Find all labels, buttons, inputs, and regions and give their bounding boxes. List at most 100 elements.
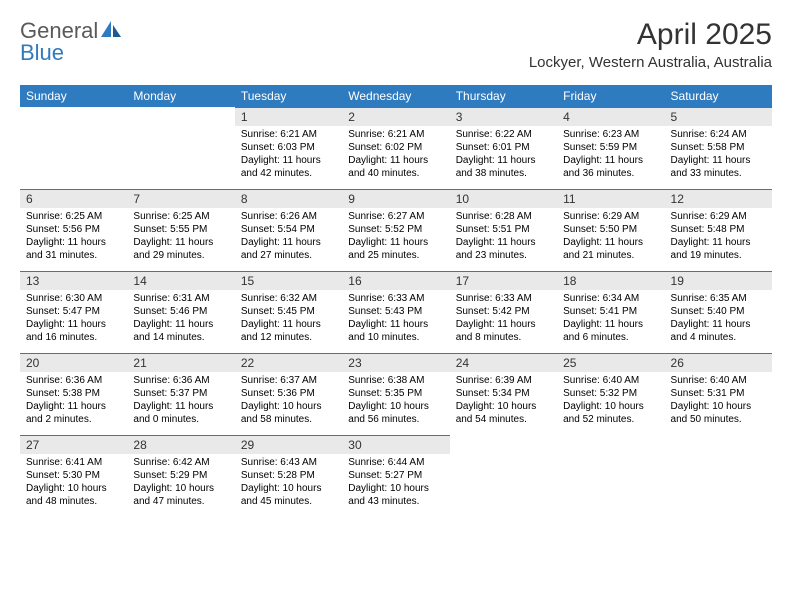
sunset-text: Sunset: 5:51 PM <box>456 223 551 236</box>
logo-text-b-wrap: Blue <box>20 40 64 66</box>
daylight-text: Daylight: 11 hours and 0 minutes. <box>133 400 228 426</box>
sunrise-text: Sunrise: 6:44 AM <box>348 456 443 469</box>
day-number: 6 <box>20 189 127 208</box>
daylight-text: Daylight: 11 hours and 4 minutes. <box>671 318 766 344</box>
day-content: Sunrise: 6:41 AMSunset: 5:30 PMDaylight:… <box>20 454 127 512</box>
logo-sail-icon <box>100 20 122 43</box>
sunset-text: Sunset: 5:45 PM <box>241 305 336 318</box>
calendar-cell: 26Sunrise: 6:40 AMSunset: 5:31 PMDayligh… <box>665 353 772 435</box>
day-header: Monday <box>127 85 234 107</box>
sunrise-text: Sunrise: 6:36 AM <box>133 374 228 387</box>
sunset-text: Sunset: 5:41 PM <box>563 305 658 318</box>
day-number: 26 <box>665 353 772 372</box>
calendar-cell <box>127 107 234 189</box>
calendar-cell: 20Sunrise: 6:36 AMSunset: 5:38 PMDayligh… <box>20 353 127 435</box>
day-number: 17 <box>450 271 557 290</box>
daylight-text: Daylight: 10 hours and 58 minutes. <box>241 400 336 426</box>
sunset-text: Sunset: 6:02 PM <box>348 141 443 154</box>
sunset-text: Sunset: 5:38 PM <box>26 387 121 400</box>
day-content: Sunrise: 6:31 AMSunset: 5:46 PMDaylight:… <box>127 290 234 348</box>
day-content: Sunrise: 6:44 AMSunset: 5:27 PMDaylight:… <box>342 454 449 512</box>
location-text: Lockyer, Western Australia, Australia <box>529 54 772 71</box>
sunrise-text: Sunrise: 6:25 AM <box>133 210 228 223</box>
sunset-text: Sunset: 5:37 PM <box>133 387 228 400</box>
daylight-text: Daylight: 11 hours and 25 minutes. <box>348 236 443 262</box>
sunset-text: Sunset: 5:56 PM <box>26 223 121 236</box>
day-content: Sunrise: 6:23 AMSunset: 5:59 PMDaylight:… <box>557 126 664 184</box>
daylight-text: Daylight: 11 hours and 16 minutes. <box>26 318 121 344</box>
daylight-text: Daylight: 10 hours and 45 minutes. <box>241 482 336 508</box>
daylight-text: Daylight: 11 hours and 8 minutes. <box>456 318 551 344</box>
day-number: 19 <box>665 271 772 290</box>
day-content: Sunrise: 6:29 AMSunset: 5:48 PMDaylight:… <box>665 208 772 266</box>
calendar-cell: 22Sunrise: 6:37 AMSunset: 5:36 PMDayligh… <box>235 353 342 435</box>
day-number: 4 <box>557 107 664 126</box>
sunrise-text: Sunrise: 6:29 AM <box>671 210 766 223</box>
sunset-text: Sunset: 6:01 PM <box>456 141 551 154</box>
day-content: Sunrise: 6:34 AMSunset: 5:41 PMDaylight:… <box>557 290 664 348</box>
daylight-text: Daylight: 11 hours and 40 minutes. <box>348 154 443 180</box>
sunrise-text: Sunrise: 6:37 AM <box>241 374 336 387</box>
day-header: Sunday <box>20 85 127 107</box>
calendar-cell: 10Sunrise: 6:28 AMSunset: 5:51 PMDayligh… <box>450 189 557 271</box>
sunrise-text: Sunrise: 6:40 AM <box>563 374 658 387</box>
day-number: 24 <box>450 353 557 372</box>
sunset-text: Sunset: 5:32 PM <box>563 387 658 400</box>
day-number: 2 <box>342 107 449 126</box>
month-title: April 2025 <box>529 18 772 52</box>
sunrise-text: Sunrise: 6:30 AM <box>26 292 121 305</box>
sunset-text: Sunset: 5:28 PM <box>241 469 336 482</box>
sunrise-text: Sunrise: 6:21 AM <box>241 128 336 141</box>
sunrise-text: Sunrise: 6:42 AM <box>133 456 228 469</box>
sunrise-text: Sunrise: 6:22 AM <box>456 128 551 141</box>
calendar-cell: 30Sunrise: 6:44 AMSunset: 5:27 PMDayligh… <box>342 435 449 517</box>
calendar-table: SundayMondayTuesdayWednesdayThursdayFrid… <box>20 85 772 517</box>
daylight-text: Daylight: 10 hours and 43 minutes. <box>348 482 443 508</box>
calendar-cell: 12Sunrise: 6:29 AMSunset: 5:48 PMDayligh… <box>665 189 772 271</box>
sunset-text: Sunset: 5:31 PM <box>671 387 766 400</box>
sunrise-text: Sunrise: 6:28 AM <box>456 210 551 223</box>
daylight-text: Daylight: 11 hours and 19 minutes. <box>671 236 766 262</box>
calendar-cell <box>450 435 557 517</box>
sunrise-text: Sunrise: 6:35 AM <box>671 292 766 305</box>
calendar-week: 1Sunrise: 6:21 AMSunset: 6:03 PMDaylight… <box>20 107 772 189</box>
day-content: Sunrise: 6:24 AMSunset: 5:58 PMDaylight:… <box>665 126 772 184</box>
daylight-text: Daylight: 10 hours and 48 minutes. <box>26 482 121 508</box>
day-content: Sunrise: 6:21 AMSunset: 6:03 PMDaylight:… <box>235 126 342 184</box>
calendar-cell: 28Sunrise: 6:42 AMSunset: 5:29 PMDayligh… <box>127 435 234 517</box>
calendar-cell: 29Sunrise: 6:43 AMSunset: 5:28 PMDayligh… <box>235 435 342 517</box>
daylight-text: Daylight: 11 hours and 10 minutes. <box>348 318 443 344</box>
day-number: 21 <box>127 353 234 372</box>
sunrise-text: Sunrise: 6:26 AM <box>241 210 336 223</box>
day-number: 9 <box>342 189 449 208</box>
day-number: 5 <box>665 107 772 126</box>
day-number: 23 <box>342 353 449 372</box>
day-content: Sunrise: 6:38 AMSunset: 5:35 PMDaylight:… <box>342 372 449 430</box>
sunrise-text: Sunrise: 6:21 AM <box>348 128 443 141</box>
daylight-text: Daylight: 11 hours and 31 minutes. <box>26 236 121 262</box>
sunrise-text: Sunrise: 6:36 AM <box>26 374 121 387</box>
daylight-text: Daylight: 11 hours and 21 minutes. <box>563 236 658 262</box>
daylight-text: Daylight: 10 hours and 56 minutes. <box>348 400 443 426</box>
calendar-cell: 5Sunrise: 6:24 AMSunset: 5:58 PMDaylight… <box>665 107 772 189</box>
day-number: 10 <box>450 189 557 208</box>
sunset-text: Sunset: 5:35 PM <box>348 387 443 400</box>
sunrise-text: Sunrise: 6:41 AM <box>26 456 121 469</box>
sunrise-text: Sunrise: 6:31 AM <box>133 292 228 305</box>
calendar-cell: 23Sunrise: 6:38 AMSunset: 5:35 PMDayligh… <box>342 353 449 435</box>
sunrise-text: Sunrise: 6:23 AM <box>563 128 658 141</box>
calendar-cell: 7Sunrise: 6:25 AMSunset: 5:55 PMDaylight… <box>127 189 234 271</box>
day-number: 22 <box>235 353 342 372</box>
sunset-text: Sunset: 5:59 PM <box>563 141 658 154</box>
day-content: Sunrise: 6:29 AMSunset: 5:50 PMDaylight:… <box>557 208 664 266</box>
day-content: Sunrise: 6:37 AMSunset: 5:36 PMDaylight:… <box>235 372 342 430</box>
daylight-text: Daylight: 11 hours and 36 minutes. <box>563 154 658 180</box>
day-number: 30 <box>342 435 449 454</box>
day-number: 8 <box>235 189 342 208</box>
sunset-text: Sunset: 5:43 PM <box>348 305 443 318</box>
daylight-text: Daylight: 10 hours and 47 minutes. <box>133 482 228 508</box>
day-content: Sunrise: 6:22 AMSunset: 6:01 PMDaylight:… <box>450 126 557 184</box>
day-header: Saturday <box>665 85 772 107</box>
title-block: April 2025 Lockyer, Western Australia, A… <box>529 18 772 71</box>
day-number: 3 <box>450 107 557 126</box>
